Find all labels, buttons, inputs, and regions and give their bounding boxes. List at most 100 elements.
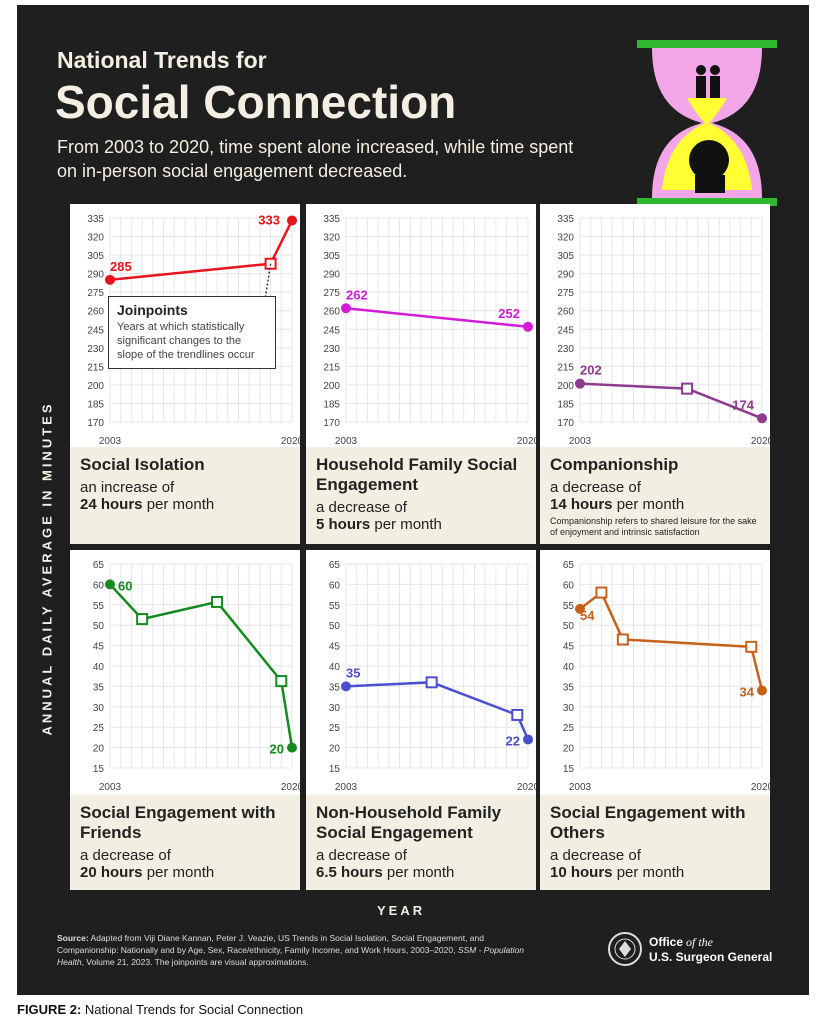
y-tick-label: 245: [557, 325, 574, 336]
panel-caption: Social Isolation an increase of 24 hours p…: [70, 447, 300, 544]
end-value-label: 34: [740, 684, 755, 699]
panel-desc: a decrease of 20 hours per month: [80, 847, 290, 881]
desc-prefix: a decrease of: [550, 479, 641, 496]
joinpoint-pointer: [264, 263, 272, 299]
line-chart: 335 320 305 290 275 260 245 230 215 200 185 170 2003…: [323, 214, 536, 447]
y-tick-label: 200: [87, 381, 104, 392]
infographic-frame: National Trends for Social Connection Fr…: [17, 5, 809, 995]
desc-prefix: a decrease of: [80, 847, 171, 864]
x-tick-label: 2003: [99, 436, 122, 447]
y-tick-label: 40: [329, 662, 341, 673]
y-tick-label: 335: [323, 214, 340, 225]
y-tick-label: 40: [93, 662, 105, 673]
y-tick-label: 20: [329, 744, 341, 755]
y-tick-label: 230: [323, 344, 340, 355]
y-tick-label: 170: [87, 418, 104, 429]
figure-title: National Trends for Social Connection: [81, 1002, 304, 1017]
joinpoints-title: Joinpoints: [117, 302, 188, 318]
y-tick-label: 55: [93, 601, 105, 612]
title-line-2: Social Connection: [55, 76, 457, 128]
y-tick-label: 50: [329, 621, 341, 632]
y-tick-label: 55: [329, 601, 341, 612]
line-chart: 65 60 55 50 45 40 35 30 25 20 15 2003 2020 35 22: [329, 560, 536, 793]
data-point: [287, 742, 297, 753]
y-tick-label: 185: [557, 399, 574, 410]
y-tick-label: 215: [87, 362, 104, 373]
x-tick-label: 2020: [281, 436, 300, 447]
start-value-label: 54: [580, 608, 595, 623]
y-tick-label: 30: [329, 703, 341, 714]
end-value-label: 20: [270, 742, 284, 757]
y-tick-label: 245: [323, 325, 340, 336]
desc-suffix: per month: [382, 864, 455, 881]
joinpoint-marker: [595, 586, 608, 599]
y-tick-label: 260: [87, 307, 104, 318]
y-axis-label: ANNUAL DAILY AVERAGE IN MINUTES: [39, 401, 55, 736]
desc-suffix: per month: [142, 496, 215, 513]
y-tick-label: 335: [557, 214, 574, 225]
panel-companionship: 335 320 305 290 275 260 245 230 215 200 185 170 2003…: [540, 204, 770, 544]
subtitle: From 2003 to 2020, time spent alone incr…: [57, 137, 574, 181]
desc-amount: 14 hours: [550, 496, 613, 513]
y-tick-label: 50: [93, 621, 105, 632]
panel-desc: a decrease of 6.5 hours per month: [316, 847, 526, 881]
x-tick-label: 2020: [751, 782, 770, 793]
y-tick-label: 230: [87, 344, 104, 355]
y-tick-label: 35: [93, 682, 105, 693]
start-value-label: 262: [346, 287, 368, 302]
surgeon-general-seal-icon: [608, 932, 642, 966]
data-point: [105, 274, 115, 285]
end-value-label: 174: [732, 397, 754, 412]
y-tick-label: 60: [93, 580, 105, 591]
y-tick-label: 30: [93, 703, 105, 714]
y-tick-label: 50: [563, 621, 575, 632]
y-tick-label: 60: [563, 580, 575, 591]
panel-title: Household Family Social Engagement: [316, 455, 518, 494]
y-tick-label: 25: [563, 723, 575, 734]
panel-desc: a decrease of 14 hours per month: [550, 479, 760, 513]
y-tick-label: 30: [563, 703, 575, 714]
y-tick-label: 260: [557, 307, 574, 318]
y-tick-label: 275: [557, 288, 574, 299]
desc-suffix: per month: [142, 864, 215, 881]
y-tick-label: 215: [557, 362, 574, 373]
x-tick-label: 2003: [569, 436, 592, 447]
data-point: [523, 321, 533, 332]
source-note: Source: Adapted from Viji Diane Kannan, …: [57, 932, 547, 968]
start-value-label: 285: [110, 259, 132, 274]
panel-social-isolation: 335 320 305 290 275 260 245 230 215 200 185 170 2003…: [70, 204, 300, 544]
desc-suffix: per month: [612, 864, 685, 881]
series-line: [345, 307, 529, 329]
y-tick-label: 60: [329, 580, 341, 591]
source-label: Source:: [57, 933, 89, 943]
y-tick-label: 335: [87, 214, 104, 225]
panel-title: Non-Household Family Social Engagement: [316, 803, 502, 842]
y-tick-label: 320: [87, 233, 104, 244]
panel-title: Social Engagement with Others: [550, 803, 746, 842]
office-of-the: of the: [683, 935, 714, 949]
y-tick-label: 15: [329, 764, 341, 775]
y-tick-label: 40: [563, 662, 575, 673]
x-tick-label: 2020: [517, 436, 536, 447]
panel-others: 65 60 55 50 45 40 35 30 25 20 15 2003 2020 54 34 Social…: [540, 550, 770, 890]
office-name: U.S. Surgeon General: [649, 950, 773, 964]
desc-amount: 5 hours: [316, 516, 371, 533]
joinpoint-marker: [136, 613, 149, 626]
panel-desc: an increase of 24 hours per month: [80, 479, 290, 513]
y-tick-label: 35: [329, 682, 341, 693]
y-tick-label: 290: [557, 270, 574, 281]
y-tick-label: 170: [323, 418, 340, 429]
y-tick-label: 35: [563, 682, 575, 693]
desc-prefix: a decrease of: [316, 499, 407, 516]
source-text: Adapted from Viji Diane Kannan, Peter J.…: [57, 933, 484, 955]
y-tick-label: 275: [87, 288, 104, 299]
line-chart: 65 60 55 50 45 40 35 30 25 20 15 2003 2020 54 34: [563, 560, 770, 793]
desc-amount: 20 hours: [80, 864, 143, 881]
data-point: [105, 579, 115, 590]
line-chart: 335 320 305 290 275 260 245 230 215 200 185 170 2003…: [557, 214, 770, 447]
panel-note: Companionship refers to shared leisure f…: [550, 516, 757, 537]
data-point: [757, 685, 767, 696]
source-journal: SSM - Population Health: [57, 945, 524, 967]
source-end: , Volume 21, 2023. The joinpoints are vi…: [81, 957, 309, 967]
data-point: [341, 303, 351, 314]
